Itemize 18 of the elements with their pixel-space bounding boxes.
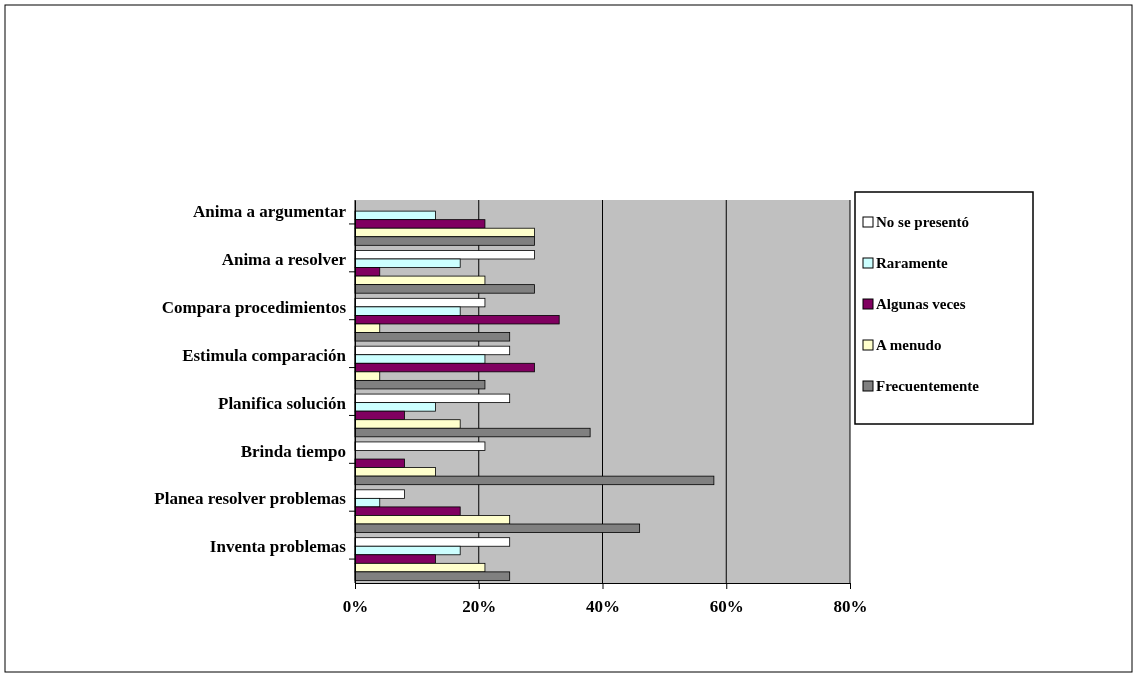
y-tick-label: Anima a argumentar — [193, 202, 347, 222]
y-tick-label: Estimula comparación — [182, 345, 347, 365]
y-tick-label: Inventa problemas — [209, 537, 347, 557]
y-tick-label: Brinda tiempo — [240, 441, 346, 461]
x-tick-label: 80% — [833, 597, 868, 617]
legend-label: Frecuentemente — [876, 378, 980, 394]
legend-label: A menudo — [876, 337, 942, 353]
x-tick-label: 40% — [586, 597, 620, 617]
legend-label: No se presentó — [876, 214, 970, 230]
x-tick-label: 60% — [709, 597, 744, 617]
y-tick-label: Planea resolver problemas — [154, 489, 347, 509]
x-tick-label: 20% — [462, 597, 497, 617]
x-tick-label: 0% — [342, 597, 369, 617]
y-tick-label: Anima a resolver — [221, 250, 347, 270]
legend-label: Algunas veces — [876, 296, 966, 312]
y-tick-label: Planifica solución — [218, 393, 347, 413]
y-tick-label: Compara procedimientos — [161, 297, 347, 317]
legend-label: Raramente — [876, 255, 948, 271]
